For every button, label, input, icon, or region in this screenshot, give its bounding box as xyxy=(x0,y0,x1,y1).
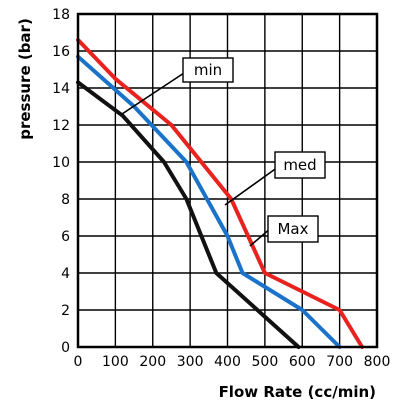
x-tick-label: 600 xyxy=(289,354,316,370)
callout-box-max xyxy=(267,215,319,243)
y-tick-label: 16 xyxy=(52,44,70,60)
y-tick-label: 12 xyxy=(52,118,70,134)
callout-box-med xyxy=(274,151,326,179)
y-tick-label: 6 xyxy=(61,229,70,245)
y-tick-label: 8 xyxy=(61,192,70,208)
y-tick-label: 14 xyxy=(52,81,70,97)
y-tick-label: 10 xyxy=(52,155,70,171)
x-tick-label: 200 xyxy=(139,354,166,370)
plot-frame xyxy=(76,12,379,349)
x-axis-title: Flow Rate (cc/min) xyxy=(219,383,376,401)
series-line-med xyxy=(76,54,342,349)
series-line-min xyxy=(76,80,301,349)
x-tick-label: 300 xyxy=(177,354,204,370)
callout-label-max: Max xyxy=(277,220,308,238)
y-tick-labels: 0 2 4 6 8 10 12 14 16 18 xyxy=(52,7,70,356)
grid-lines xyxy=(78,14,377,347)
x-tick-label: 100 xyxy=(102,354,129,370)
series-lines xyxy=(76,37,365,349)
x-tick-label: 400 xyxy=(214,354,241,370)
x-tick-label: 700 xyxy=(326,354,353,370)
y-tick-label: 18 xyxy=(52,7,70,23)
callout-leader-med xyxy=(224,166,279,206)
y-axis-title: pressure (bar) xyxy=(16,18,34,140)
x-tick-label: 0 xyxy=(74,354,83,370)
x-tick-label: 500 xyxy=(252,354,279,370)
callout-label-med: med xyxy=(283,156,316,174)
x-tick-label: 800 xyxy=(364,354,391,370)
callout-leader-min xyxy=(121,70,188,115)
callout-box-min xyxy=(182,57,234,83)
y-tick-label: 4 xyxy=(61,266,70,282)
callout-label-min: min xyxy=(194,61,222,79)
y-tick-label: 0 xyxy=(61,340,70,356)
x-tick-labels: 0 100 200 300 400 500 600 700 800 xyxy=(74,354,391,370)
series-line-max xyxy=(76,37,365,349)
y-tick-label: 2 xyxy=(61,303,70,319)
series-callouts: min med Max xyxy=(121,57,326,247)
